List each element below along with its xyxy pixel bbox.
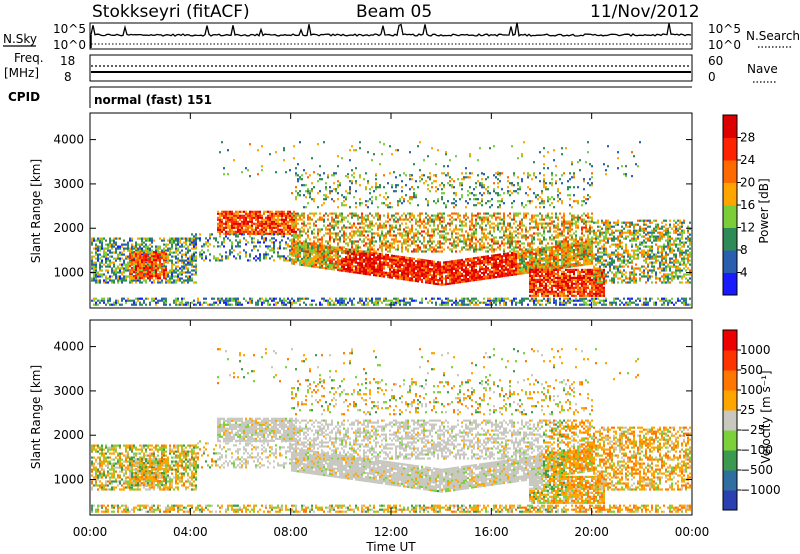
y-tick-label: 3000 (53, 177, 84, 191)
y-tick-label: 2000 (53, 221, 84, 235)
colorbar-tick-label: 28 (740, 131, 755, 145)
x-tick-label: 20:00 (574, 525, 609, 539)
colorbar-tick-label: −500 (740, 463, 773, 477)
y-tick-label: 1000 (53, 473, 84, 487)
x-tick-label: 08:00 (273, 525, 308, 539)
power-panel: 1000 2000 3000 4000 Slant Range [km] 4 8 12 16… (29, 112, 771, 309)
x-tick-label: 16:00 (474, 525, 509, 539)
nsky-tick-top: 10^5 (53, 22, 86, 36)
nsearch-tick-bottom: 10^0 (708, 38, 741, 52)
y-tick-label: 3000 (53, 384, 84, 398)
x-tick-label: 04:00 (173, 525, 208, 539)
nsearch-label: N.Search (746, 29, 800, 43)
power-colorbar: 4 8 12 16 20 24 28 (722, 114, 755, 296)
colorbar-tick-label: −25 (740, 423, 765, 437)
colorbar-tick-label: 8 (740, 243, 748, 257)
nsky-label: N.Sky (3, 32, 37, 46)
x-tick-label: 00:00 (675, 525, 710, 539)
power-y-label: Slant Range [km] (29, 159, 43, 263)
x-axis-label: Time UT (365, 540, 416, 554)
power-heatmap (91, 141, 691, 306)
y-tick-label: 4000 (53, 133, 84, 147)
nsky-panel: N.Sky 10^5 10^0 10^5 10^0 N.Search (3, 22, 800, 52)
cpid-label: CPID (8, 90, 40, 104)
nsearch-tick-top: 10^5 (708, 22, 741, 36)
nave-label: Nave (747, 62, 778, 76)
velocity-panel: 1000 2000 3000 4000 Slant Range [km] 1000 50… (29, 319, 781, 516)
colorbar-tick-label: 20 (740, 176, 755, 190)
power-y-axis: 1000 2000 3000 4000 (53, 133, 692, 280)
y-tick-label: 2000 (53, 428, 84, 442)
y-tick-label: 4000 (53, 340, 84, 354)
nave-tick-top: 60 (708, 54, 723, 68)
colorbar-tick-label: 4 (740, 266, 748, 280)
y-tick-label: 1000 (53, 266, 84, 280)
beam-title: Beam 05 (356, 2, 432, 22)
nsky-tick-bottom: 10^0 (53, 38, 86, 52)
colorbar-tick-label: 100 (740, 383, 763, 397)
x-tick-label: 00:00 (73, 525, 108, 539)
freq-label-2: [MHz] (4, 66, 39, 80)
power-colorbar-label: Power [dB] (757, 178, 771, 243)
freq-label-1: Freq. (14, 51, 44, 65)
colorbar-tick-label: 12 (740, 221, 755, 235)
freq-tick-bottom: 8 (64, 70, 72, 84)
x-axis: 00:00 04:00 08:00 12:00 16:00 20:00 00:00 (73, 113, 710, 539)
freq-panel: Freq. [MHz] 18 8 60 0 Nave (4, 51, 778, 84)
colorbar-tick-label: 16 (740, 198, 755, 212)
colorbar-tick-label: 1000 (740, 343, 771, 357)
freq-tick-top: 18 (60, 54, 75, 68)
velocity-colorbar: 1000 500 100 25 −25 −100 −500 −1000 (722, 329, 781, 511)
velocity-y-axis: 1000 2000 3000 4000 (53, 340, 692, 487)
nsky-series (90, 22, 692, 48)
nave-tick-bottom: 0 (708, 70, 716, 84)
cpid-panel: CPID normal (fast) 151 (8, 86, 692, 108)
x-tick-label: 12:00 (374, 525, 409, 539)
station-title: Stokkseyri (fitACF) (92, 2, 250, 22)
velocity-colorbar-label: Velocity [m s⁻¹] (759, 370, 773, 463)
colorbar-tick-label: −1000 (740, 483, 781, 497)
colorbar-tick-label: 24 (740, 153, 755, 167)
colorbar-tick-label: 500 (740, 363, 763, 377)
colorbar-tick-label: −100 (740, 443, 773, 457)
date-title: 11/Nov/2012 (590, 2, 700, 22)
velocity-y-label: Slant Range [km] (29, 365, 43, 469)
colorbar-tick-label: 25 (740, 403, 755, 417)
cpid-value: normal (fast) 151 (94, 93, 212, 107)
velocity-heatmap (91, 348, 691, 513)
